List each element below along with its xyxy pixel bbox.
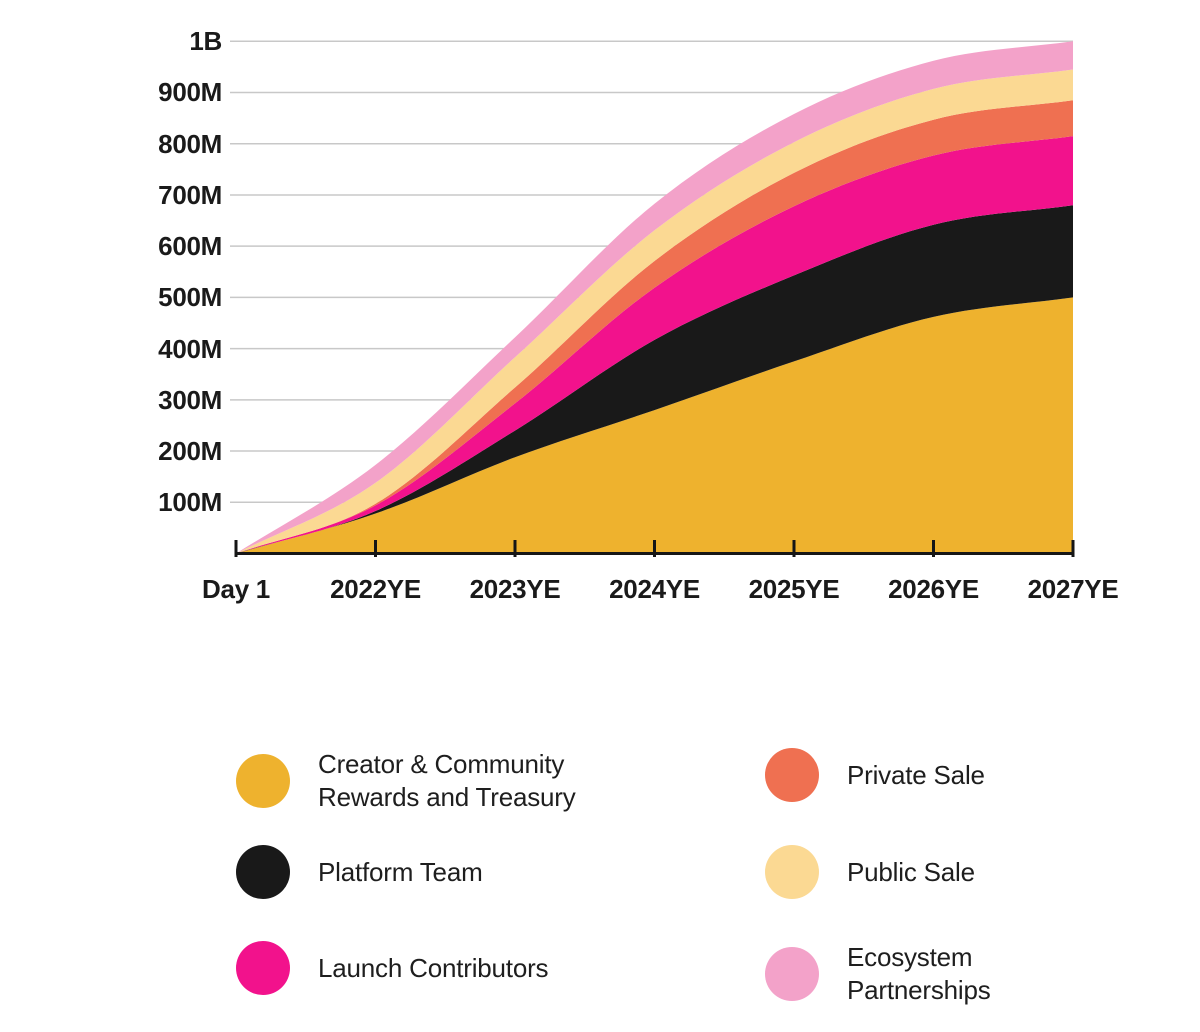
area-creator-community-rewards-and-treasury <box>236 297 1073 554</box>
y-axis-label-900m: 900M <box>158 77 222 107</box>
y-axis-label-700m: 700M <box>158 180 222 210</box>
x-axis-label-day1: Day 1 <box>202 574 270 604</box>
legend-label-line: Public Sale <box>847 856 975 887</box>
legend-label-platform-team: Platform Team <box>318 856 483 889</box>
x-axis-label-2025ye: 2025YE <box>748 574 840 604</box>
area-public-sale <box>236 69 1073 554</box>
y-axis-label-400m: 400M <box>158 334 222 364</box>
y-axis-label-300m: 300M <box>158 385 222 415</box>
x-axis-label-2026ye: 2026YE <box>888 574 979 604</box>
x-axis-label-2027ye: 2027YE <box>1027 574 1119 604</box>
legend-label-line: Creator & Community <box>318 749 565 779</box>
y-axis-label-1b: 1B <box>189 26 222 56</box>
legend-item-public-sale: Public Sale <box>765 845 975 899</box>
legend-label-launch-contributors: Launch Contributors <box>318 952 549 985</box>
private-sale-color-swatch <box>765 748 819 802</box>
area-launch-contributors <box>236 136 1073 554</box>
y-axis-label-500m: 500M <box>158 282 222 312</box>
legend-label-public-sale: Public Sale <box>847 856 975 889</box>
launch-contributors-color-swatch <box>236 941 290 995</box>
legend-label-ecosystem-partnerships: Ecosystem Partnerships <box>847 941 991 1007</box>
x-axis-label-2023ye: 2023YE <box>469 574 561 604</box>
public-sale-color-swatch <box>765 845 819 899</box>
y-axis-label-800m: 800M <box>158 129 222 159</box>
legend-item-launch-contributors: Launch Contributors <box>236 941 549 995</box>
legend-label-line: Platform Team <box>318 856 483 887</box>
legend-label-line: Private Sale <box>847 759 985 790</box>
y-axis-label-600m: 600M <box>158 231 222 261</box>
legend-label-line: Ecosystem <box>847 942 973 972</box>
legend-label-line: Launch Contributors <box>318 952 549 983</box>
legend-label-private-sale: Private Sale <box>847 759 985 792</box>
legend-item-ecosystem-partnerships: Ecosystem Partnerships <box>765 941 991 1007</box>
y-axis-label-100m: 100M <box>158 487 222 517</box>
legend-label-line: Partnerships <box>847 975 991 1005</box>
platform-team-color-swatch <box>236 845 290 899</box>
vesting-stacked-area-chart <box>230 40 1075 557</box>
x-axis-label-2022ye: 2022YE <box>330 574 421 604</box>
legend-item-private-sale: Private Sale <box>765 748 985 802</box>
area-platform-team <box>236 205 1073 554</box>
creator-community-color-swatch <box>236 754 290 808</box>
legend-item-platform-team: Platform Team <box>236 845 483 899</box>
ecosystem-partnerships-color-swatch <box>765 947 819 1001</box>
legend-label-line: Rewards and Treasury <box>318 782 576 812</box>
y-axis-label-200m: 200M <box>158 436 222 466</box>
legend-item-creator-community: Creator & Community Rewards and Treasury <box>236 748 576 814</box>
legend-label-creator-community: Creator & Community Rewards and Treasury <box>318 748 576 814</box>
x-axis-label-2024ye: 2024YE <box>609 574 700 604</box>
